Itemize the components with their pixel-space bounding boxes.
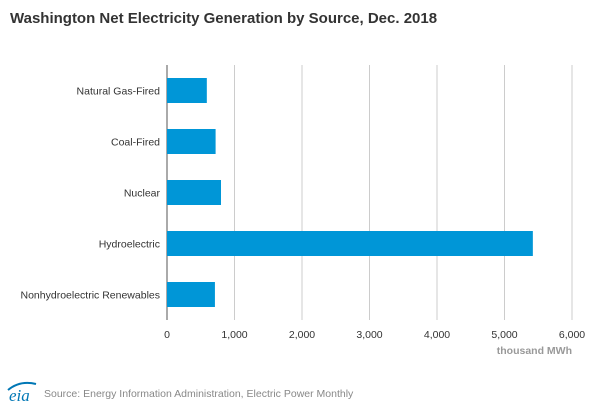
category-label: Nuclear [124, 188, 161, 200]
x-tick-label: 5,000 [491, 329, 517, 341]
x-tick-label: 3,000 [356, 329, 382, 341]
x-tick-label: 6,000 [559, 329, 585, 341]
eia-logo-text: eia [9, 386, 30, 404]
category-label: Nonhydroelectric Renewables [21, 290, 161, 302]
bar [167, 231, 533, 256]
bar [167, 78, 207, 103]
eia-logo: eia [7, 381, 37, 404]
x-tick-label: 2,000 [289, 329, 315, 341]
x-tick-label: 1,000 [221, 329, 247, 341]
category-label: Coal-Fired [111, 137, 160, 149]
category-label: Hydroelectric [99, 239, 160, 251]
source-note: Source: Energy Information Administratio… [44, 388, 354, 400]
x-tick-label: 4,000 [424, 329, 450, 341]
bar [167, 180, 221, 205]
bar [167, 282, 215, 307]
bar-chart: 0 1,000 2,000 3,000 4,000 5,000 6,000 Natural G… [21, 65, 585, 357]
chart-title: Washington Net Electricity Generation by… [10, 10, 438, 27]
footer: eia Source: Energy Information Administr… [6, 378, 606, 404]
x-tick-label: 0 [164, 329, 170, 341]
bar [167, 129, 216, 154]
x-axis-title: thousand MWh [497, 345, 572, 357]
category-label: Natural Gas-Fired [77, 86, 161, 98]
